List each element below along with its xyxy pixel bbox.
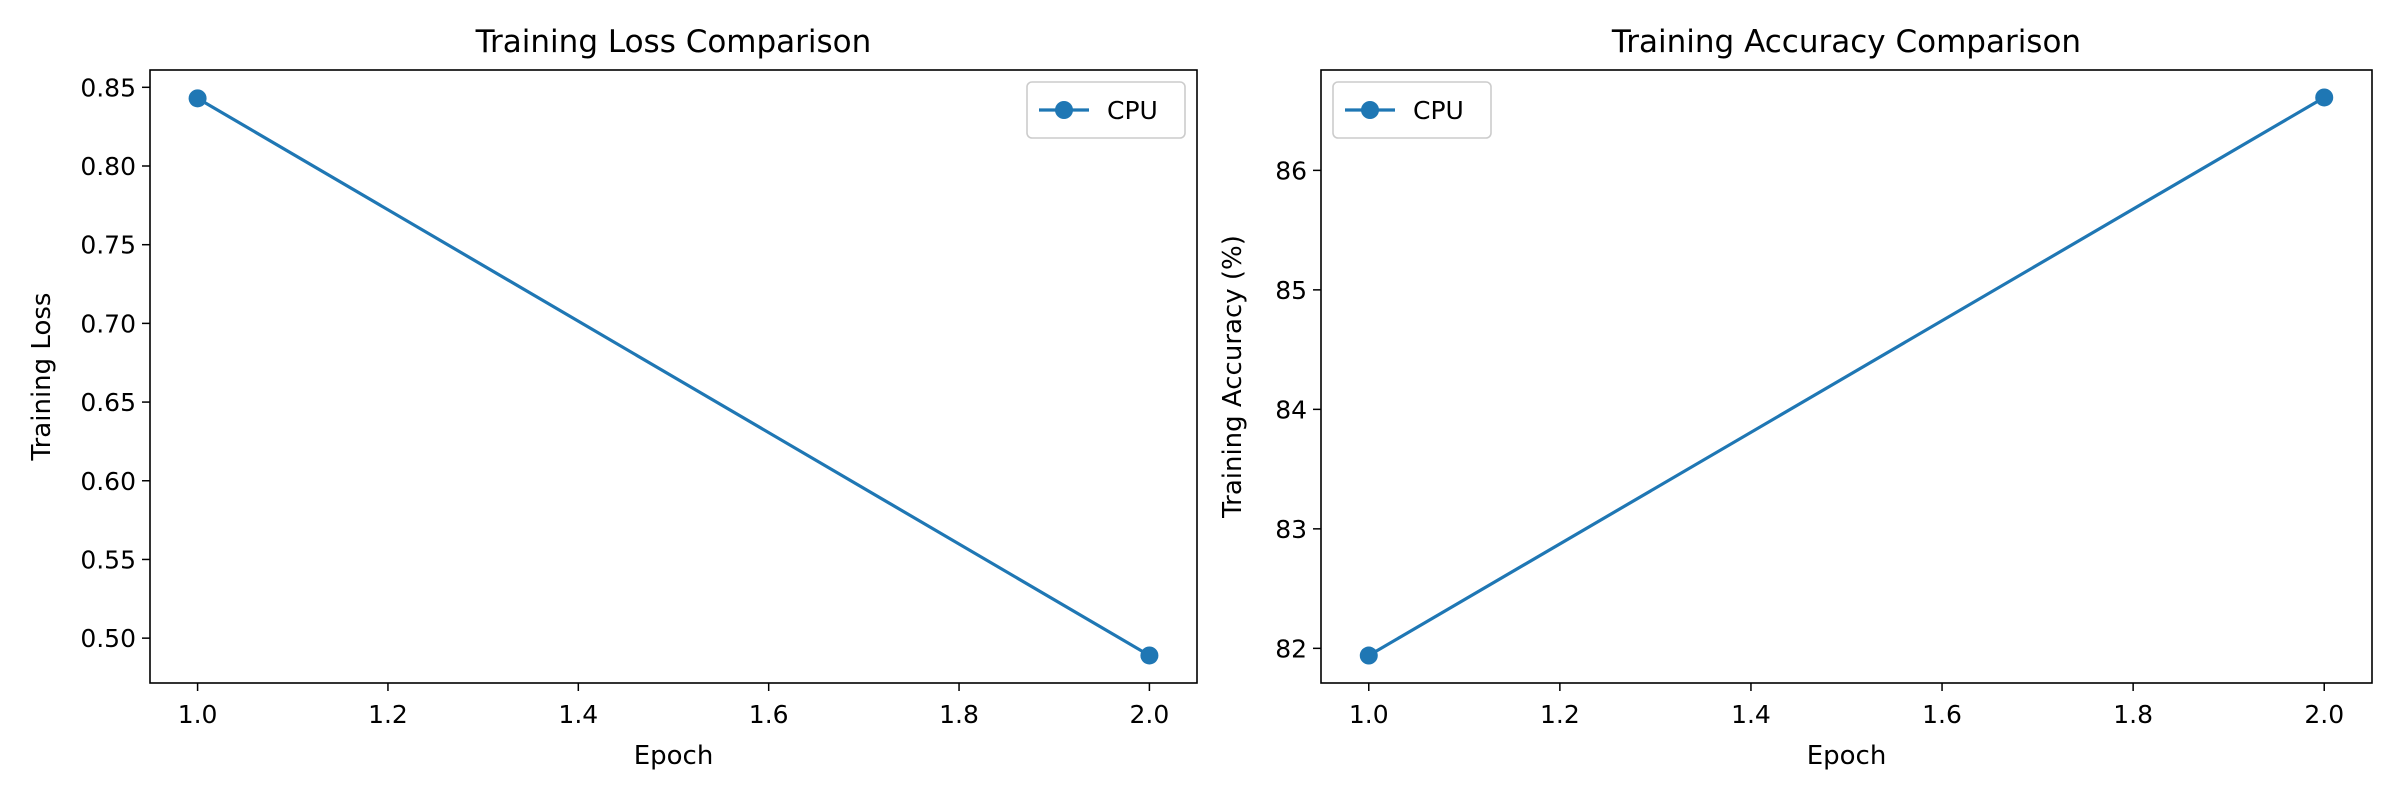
x-axis-label: Epoch [1807, 741, 1887, 771]
x-tick-label: 1.6 [1922, 700, 1962, 729]
y-tick-label: 86 [1275, 156, 1307, 185]
x-tick-label: 1.4 [1731, 700, 1771, 729]
x-tick-label: 2.0 [2304, 700, 2344, 729]
y-tick-label: 84 [1275, 395, 1307, 424]
y-tick-label: 82 [1275, 634, 1307, 663]
y-tick-label: 0.85 [80, 73, 136, 102]
y-tick-label: 0.70 [80, 309, 136, 338]
legend-label: CPU [1107, 96, 1158, 125]
series-line-cpu [1367, 96, 2326, 657]
plot-frame [1320, 69, 2373, 684]
legend-marker [1361, 101, 1379, 119]
plot-frame [149, 69, 1198, 684]
chart-title: Training Accuracy Comparison [1611, 24, 2081, 60]
y-axis-label: Training Accuracy (%) [1218, 235, 1248, 519]
legend: CPU [1332, 81, 1492, 139]
y-tick-label: 83 [1275, 515, 1307, 544]
x-tick-label: 1.4 [558, 700, 598, 729]
x-tick-label: 1.6 [749, 700, 789, 729]
y-tick-label: 0.60 [80, 467, 136, 496]
y-axis-label: Training Loss [27, 293, 57, 462]
x-tick-label: 1.0 [1349, 700, 1389, 729]
data-point [1140, 646, 1159, 665]
x-tick-label: 1.8 [2113, 700, 2153, 729]
x-tick-label: 1.8 [939, 700, 979, 729]
y-tick-label: 0.55 [80, 545, 136, 574]
legend-label: CPU [1413, 96, 1464, 125]
y-tick-label: 85 [1275, 276, 1307, 305]
legend-box [1026, 81, 1186, 139]
y-tick-label: 0.75 [80, 231, 136, 260]
chart-1: Training Loss Comparison 1.0 1.2 1.4 1.6 1.8 2… [27, 24, 1198, 771]
data-point [2315, 88, 2334, 107]
chart-2: Training Accuracy Comparison 1.0 1.2 1.4 1.6… [1218, 24, 2373, 771]
y-tick-label: 0.80 [80, 152, 136, 181]
data-point [188, 89, 207, 108]
x-axis-label: Epoch [634, 741, 714, 771]
legend: CPU [1026, 81, 1186, 139]
x-tick-label: 1.2 [368, 700, 408, 729]
y-tick-label: 0.50 [80, 624, 136, 653]
x-tick-label: 1.2 [1540, 700, 1580, 729]
chart-title: Training Loss Comparison [475, 24, 872, 60]
x-tick-label: 1.0 [178, 700, 218, 729]
series-line-cpu [196, 96, 1151, 657]
legend-box [1332, 81, 1492, 139]
legend-marker [1055, 101, 1073, 119]
data-point [1359, 646, 1378, 665]
x-tick-label: 2.0 [1130, 700, 1170, 729]
y-tick-label: 0.65 [80, 388, 136, 417]
